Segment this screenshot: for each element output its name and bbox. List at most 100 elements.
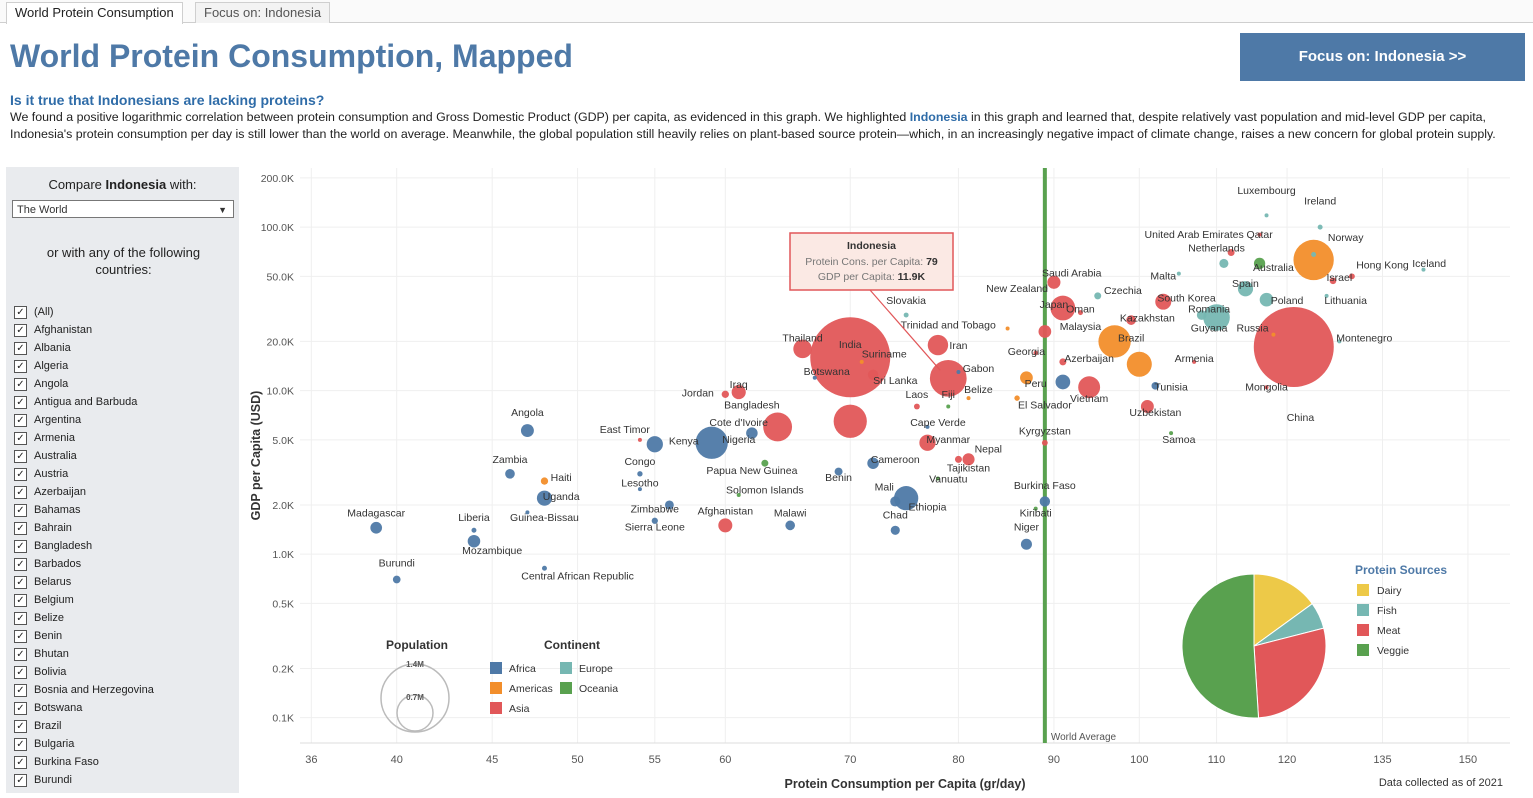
checkbox-icon[interactable]: ✓ (14, 395, 27, 409)
checkbox-icon[interactable]: ✓ (14, 629, 27, 643)
data-point-hong-kong[interactable] (1348, 273, 1355, 280)
data-point-niger[interactable] (1020, 538, 1032, 550)
data-point-chad[interactable] (890, 525, 900, 535)
data-point-kazakhstan[interactable] (1126, 315, 1136, 325)
data-point-samoa[interactable] (1169, 431, 1174, 436)
data-point-ethiopia[interactable] (894, 486, 919, 511)
data-point-romania[interactable] (1196, 310, 1207, 320)
checkbox-icon[interactable]: ✓ (14, 557, 27, 571)
country-checkbox-item[interactable]: ✓ Algeria (14, 357, 154, 375)
data-point-luxembourg[interactable] (1264, 213, 1269, 218)
data-point-tajikistan[interactable] (954, 455, 962, 463)
country-checkbox-item[interactable]: ✓ Bahamas (14, 501, 154, 519)
data-point-mozambique[interactable] (467, 534, 481, 548)
country-checkbox-item[interactable]: ✓ Benin (14, 627, 154, 645)
checkbox-icon[interactable]: ✓ (14, 323, 27, 337)
country-checkbox-item[interactable]: ✓ Argentina (14, 411, 154, 429)
data-point-vanuatu[interactable] (935, 476, 940, 481)
data-point-malta[interactable] (1176, 271, 1181, 276)
data-point-madagascar[interactable] (370, 521, 383, 534)
checkbox-icon[interactable]: ✓ (14, 755, 27, 769)
data-point-norway[interactable] (1311, 252, 1317, 258)
data-point-peru[interactable] (1020, 371, 1033, 385)
tab-world-protein[interactable]: World Protein Consumption (6, 2, 183, 24)
data-point-zimbabwe[interactable] (664, 500, 674, 510)
data-point-uzbekistan[interactable] (1140, 400, 1154, 413)
checkbox-icon[interactable]: ✓ (14, 719, 27, 733)
data-point-kiribati[interactable] (1033, 506, 1038, 511)
data-point-mongolia[interactable] (1264, 385, 1269, 390)
checkbox-icon[interactable]: ✓ (14, 377, 27, 391)
country-checkbox-item[interactable]: ✓ Botswana (14, 699, 154, 717)
checkbox-icon[interactable]: ✓ (14, 665, 27, 679)
checkbox-icon[interactable]: ✓ (14, 773, 27, 787)
data-point-east-timor[interactable] (637, 437, 642, 442)
data-point-laos[interactable] (913, 403, 920, 410)
country-checkbox-item[interactable]: ✓ Bangladesh (14, 537, 154, 555)
data-point-south-korea[interactable] (1155, 293, 1172, 310)
checkbox-icon[interactable]: ✓ (14, 467, 27, 481)
data-point-trinidad-and-tobago[interactable] (1005, 326, 1010, 331)
checkbox-icon[interactable]: ✓ (14, 575, 27, 589)
data-point-japan[interactable] (1050, 295, 1076, 321)
data-point-afghanistan[interactable] (718, 518, 733, 533)
data-point-cameroon[interactable] (867, 457, 879, 469)
data-point-malaysia[interactable] (1038, 325, 1052, 338)
data-point-china[interactable] (1253, 306, 1334, 387)
data-point-ireland[interactable] (1317, 224, 1323, 230)
data-point-algeria[interactable] (1055, 374, 1071, 390)
country-checkbox-item[interactable]: ✓ Australia (14, 447, 154, 465)
country-checkbox-item[interactable]: ✓ Antigua and Barbuda (14, 393, 154, 411)
data-point-congo[interactable] (637, 471, 643, 477)
data-point-botswana[interactable] (812, 375, 817, 380)
country-checkbox-item[interactable]: ✓ Angola (14, 375, 154, 393)
country-checkbox-item[interactable]: ✓ Belgium (14, 591, 154, 609)
data-point-lesotho[interactable] (637, 487, 642, 492)
data-point-fiji[interactable] (946, 404, 951, 409)
data-point-guinea-bissau[interactable] (525, 510, 530, 515)
country-checkbox-item[interactable]: ✓ (All) (14, 303, 154, 321)
data-point-kyrgyzstan[interactable] (1041, 439, 1048, 446)
data-point-azerbaijan[interactable] (1059, 358, 1067, 366)
data-point-israel[interactable] (1329, 277, 1337, 285)
country-checkbox-item[interactable]: ✓ Bosnia and Herzegovina (14, 681, 154, 699)
compare-select[interactable]: The World ▼ (12, 200, 234, 218)
data-point-zambia[interactable] (505, 468, 515, 479)
country-checkbox-item[interactable]: ✓ Barbados (14, 555, 154, 573)
data-point-burundi[interactable] (392, 575, 401, 584)
data-point-myanmar[interactable] (919, 434, 936, 451)
country-checkbox-item[interactable]: ✓ Bulgaria (14, 735, 154, 753)
checkbox-icon[interactable]: ✓ (14, 683, 27, 697)
checkbox-icon[interactable]: ✓ (14, 413, 27, 427)
checkbox-icon[interactable]: ✓ (14, 431, 27, 445)
data-point-poland[interactable] (1259, 292, 1274, 307)
data-point-belize[interactable] (966, 396, 971, 401)
data-point-tunisia[interactable] (1151, 382, 1160, 390)
data-point-pakistan[interactable] (833, 404, 867, 438)
data-point-angola[interactable] (520, 424, 534, 438)
country-checkbox-item[interactable]: ✓ Bhutan (14, 645, 154, 663)
country-checkbox-item[interactable]: ✓ Burundi (14, 771, 154, 789)
country-checkbox-item[interactable]: ✓ Brazil (14, 717, 154, 735)
data-point-bangladesh[interactable] (763, 412, 793, 442)
data-point-papua-new-guinea[interactable] (761, 459, 769, 467)
data-point-united-arab-emirates[interactable] (1227, 248, 1235, 256)
data-point-mexico[interactable] (1126, 351, 1152, 377)
checkbox-icon[interactable]: ✓ (14, 305, 27, 319)
data-point-netherlands[interactable] (1219, 258, 1229, 268)
data-point-lithuania[interactable] (1324, 293, 1329, 298)
data-point-el-salvador[interactable] (1014, 395, 1020, 401)
data-point-united-states[interactable] (1293, 239, 1334, 281)
focus-indonesia-button[interactable]: Focus on: Indonesia >> (1240, 33, 1525, 81)
data-point-australia[interactable] (1253, 257, 1266, 270)
country-checkbox-item[interactable]: ✓ Belize (14, 609, 154, 627)
data-point-slovakia[interactable] (903, 312, 909, 318)
country-checkbox-item[interactable]: ✓ Burkina Faso (14, 753, 154, 771)
data-point-cape-verde[interactable] (925, 424, 930, 429)
data-point-malawi[interactable] (785, 520, 796, 531)
data-point-saudi-arabia[interactable] (1047, 275, 1061, 289)
tab-focus-indonesia[interactable]: Focus on: Indonesia (195, 2, 331, 23)
data-point-brazil[interactable] (1098, 325, 1131, 358)
checkbox-icon[interactable]: ✓ (14, 341, 27, 355)
data-point-sierra-leone[interactable] (651, 517, 658, 524)
